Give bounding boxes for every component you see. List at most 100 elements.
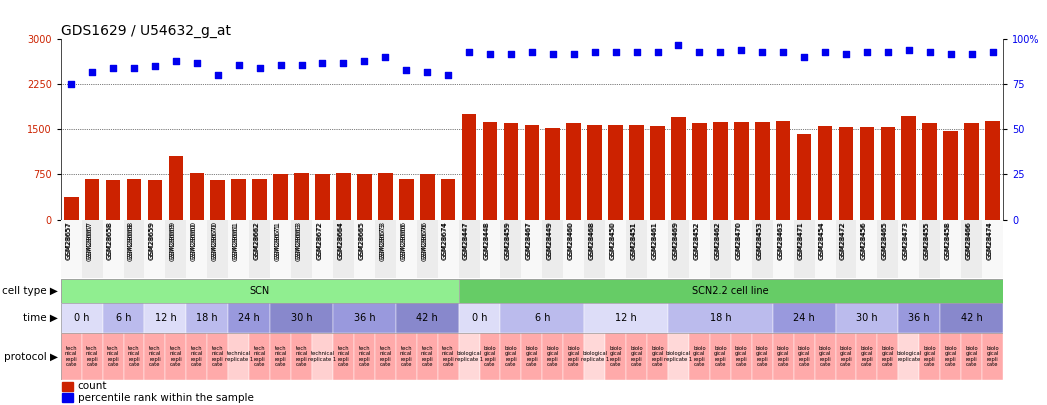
Text: GSM28662: GSM28662 [253, 221, 260, 259]
Bar [584, 333, 605, 380]
Bar [333, 333, 354, 380]
Point [817, 49, 833, 55]
Bar [249, 220, 270, 278]
Bar [500, 220, 521, 278]
Bar [480, 220, 500, 278]
Point [879, 49, 896, 55]
Text: GSM28466: GSM28466 [965, 222, 972, 260]
Text: GSM28669: GSM28669 [170, 222, 176, 260]
Text: protocol ▶: protocol ▶ [3, 352, 58, 362]
Text: biolo
gical
repli
cate: biolo gical repli cate [882, 346, 894, 367]
Text: GSM28661: GSM28661 [232, 221, 239, 259]
Bar [144, 303, 186, 333]
Text: GSM28454: GSM28454 [819, 221, 825, 259]
Point [733, 47, 750, 53]
Bar [710, 333, 731, 380]
Text: 36 h: 36 h [909, 313, 930, 323]
Point [775, 49, 792, 55]
Text: GSM28662: GSM28662 [253, 222, 260, 260]
Text: biolo
gical
repli
cate: biolo gical repli cate [484, 346, 496, 367]
Point [251, 65, 268, 71]
Text: 0 h: 0 h [472, 313, 487, 323]
Bar [818, 126, 832, 220]
Text: tech
nical
repli
cate: tech nical repli cate [211, 346, 224, 367]
Text: GSM28448: GSM28448 [484, 221, 490, 259]
Bar [228, 303, 270, 333]
Text: technical
replicate 1: technical replicate 1 [309, 352, 336, 362]
Bar [668, 220, 689, 278]
Text: GSM28449: GSM28449 [547, 222, 553, 260]
Point [544, 51, 561, 57]
Text: GSM28470: GSM28470 [735, 222, 741, 260]
Bar [354, 333, 375, 380]
Bar [441, 179, 455, 220]
Bar [61, 220, 82, 278]
Bar [689, 220, 710, 278]
Text: GSM28665: GSM28665 [358, 222, 364, 260]
Text: GSM28460: GSM28460 [567, 222, 574, 260]
Bar [459, 279, 1003, 303]
Text: GSM28452: GSM28452 [693, 222, 699, 260]
Bar [797, 134, 811, 220]
Bar [940, 303, 1003, 333]
Bar [399, 179, 414, 220]
Bar [438, 220, 459, 278]
Bar [252, 179, 267, 220]
Bar [647, 220, 668, 278]
Bar [315, 174, 330, 220]
Text: biolo
gical
repli
cate: biolo gical repli cate [819, 346, 831, 367]
Point [335, 60, 352, 66]
Bar [584, 303, 668, 333]
Text: biolo
gical
repli
cate: biolo gical repli cate [693, 346, 706, 367]
Text: GSM28672: GSM28672 [316, 222, 322, 260]
Text: GSM28455: GSM28455 [923, 221, 930, 259]
Bar [545, 128, 560, 220]
Text: GSM28676: GSM28676 [421, 222, 427, 260]
Text: GSM28451: GSM28451 [630, 221, 637, 259]
Text: biological
replicate 1: biological replicate 1 [581, 352, 608, 362]
Bar [773, 333, 794, 380]
Bar [898, 303, 940, 333]
Text: technical
replicate 1: technical replicate 1 [225, 352, 252, 362]
Text: biolo
gical
repli
cate: biolo gical repli cate [547, 346, 559, 367]
Text: GSM28470: GSM28470 [735, 221, 741, 259]
Text: GSM28455: GSM28455 [923, 222, 930, 260]
Bar [396, 333, 417, 380]
Text: GSM28664: GSM28664 [337, 221, 343, 259]
Bar [207, 220, 228, 278]
Bar [420, 174, 435, 220]
Point [377, 54, 394, 61]
Point [859, 49, 875, 55]
Point [942, 51, 959, 57]
Text: GSM28659: GSM28659 [149, 222, 155, 260]
Text: biolo
gical
repli
cate: biolo gical repli cate [609, 346, 622, 367]
Text: GSM28459: GSM28459 [505, 221, 511, 259]
Text: cell type ▶: cell type ▶ [2, 286, 58, 296]
Point [272, 61, 289, 68]
Bar [270, 220, 291, 278]
Point [63, 81, 80, 87]
Bar [333, 220, 354, 278]
Text: GSM28447: GSM28447 [463, 221, 469, 259]
Text: 6 h: 6 h [535, 313, 550, 323]
Bar [587, 125, 602, 220]
Bar [877, 220, 898, 278]
Bar [542, 333, 563, 380]
Text: 24 h: 24 h [239, 313, 260, 323]
Bar [542, 220, 563, 278]
Point [188, 60, 205, 66]
Text: tech
nical
repli
cate: tech nical repli cate [295, 346, 308, 367]
Text: biolo
gical
repli
cate: biolo gical repli cate [567, 346, 580, 367]
Point [963, 51, 980, 57]
Text: GSM28659: GSM28659 [149, 221, 155, 259]
Text: tech
nical
repli
cate: tech nical repli cate [107, 346, 119, 367]
Bar [521, 220, 542, 278]
Bar [148, 180, 162, 220]
Text: biological
replicate: biological replicate [896, 352, 921, 362]
Bar [563, 220, 584, 278]
Bar [626, 220, 647, 278]
Text: percentile rank within the sample: percentile rank within the sample [77, 392, 253, 403]
Bar [357, 174, 372, 220]
Text: SCN2.2 cell line: SCN2.2 cell line [692, 286, 770, 296]
Bar [231, 179, 246, 220]
